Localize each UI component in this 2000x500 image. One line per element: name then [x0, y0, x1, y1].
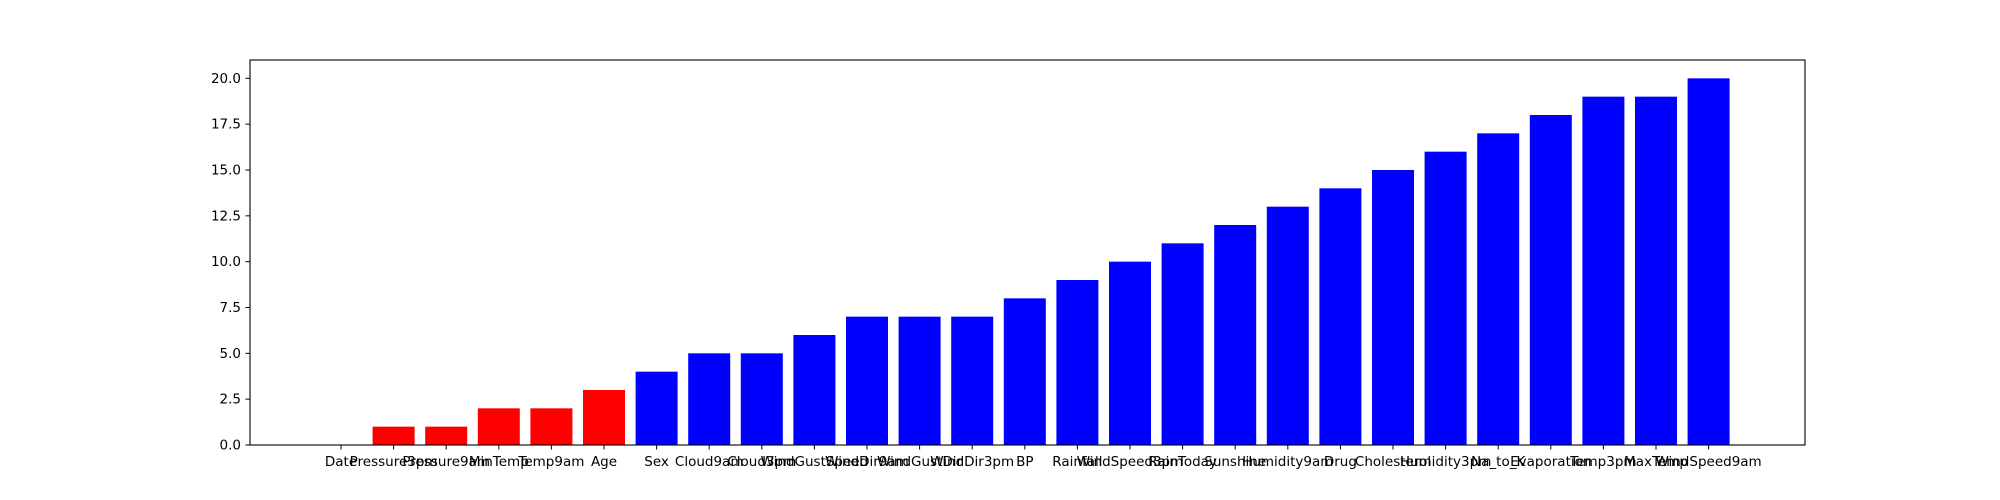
- y-axis: 0.0 2.5 5.0 7.5 10.0 12.5 15.0 17.5 20.0: [211, 71, 250, 454]
- x-tick-label: WindDir3pm: [930, 454, 1014, 470]
- x-tick-label: WindSpeed9am: [1655, 454, 1761, 470]
- y-tick-label: 20.0: [211, 71, 241, 87]
- x-tick-label: Pressure9am: [402, 454, 490, 470]
- bar-humidity3pm: [1424, 151, 1467, 445]
- x-tick-label: Date: [325, 454, 357, 470]
- y-tick-label: 12.5: [211, 208, 241, 224]
- y-tick-label: 17.5: [211, 117, 241, 133]
- x-axis: DatePressure3pmPressure9amMinTempTemp9am…: [325, 445, 1762, 470]
- bar-windspeed9am: [1687, 78, 1730, 445]
- bar-bp: [1003, 298, 1046, 445]
- x-tick-label: Sunshine: [1204, 454, 1266, 470]
- bar-windgustspeed: [793, 335, 836, 445]
- bar-evaporation: [1529, 115, 1572, 445]
- bar-cholesterol: [1372, 170, 1414, 445]
- x-tick-label: MaxTemp: [1624, 454, 1688, 470]
- bar-windgustdir: [898, 316, 941, 445]
- y-tick-label: 15.0: [211, 163, 241, 179]
- y-tick-label: 5.0: [220, 346, 241, 362]
- x-tick-label: Temp9am: [517, 454, 584, 470]
- x-tick-label: Drug: [1324, 454, 1357, 470]
- bar-raintoday: [1161, 243, 1204, 445]
- x-tick-label: Humidity9am: [1242, 454, 1333, 470]
- x-tick-label: Cloud3pm: [727, 454, 796, 470]
- bar-drug: [1319, 188, 1362, 446]
- x-tick-label: MinTemp: [469, 454, 529, 470]
- x-tick-label: WindSpeed3pm: [1077, 454, 1184, 470]
- x-tick-label: BP: [1016, 454, 1033, 470]
- bars-layer: [372, 78, 1730, 446]
- x-tick-label: Pressure3pm: [350, 454, 438, 470]
- x-tick-label: Rainfall: [1052, 454, 1102, 470]
- bar-cloud3pm: [740, 353, 783, 445]
- y-tick-label: 0.0: [220, 438, 241, 454]
- bar-sex: [635, 371, 678, 445]
- plot-frame: [249, 59, 1806, 446]
- bar-na-to-k: [1477, 133, 1520, 446]
- bar-cloud9am: [688, 353, 731, 445]
- bar-temp3pm: [1582, 96, 1625, 446]
- x-tick-label: Age: [591, 454, 617, 470]
- x-tick-label: WindDir9am: [825, 454, 909, 470]
- y-tick-label: 10.0: [211, 254, 241, 270]
- x-tick-label: WindGustDir: [877, 454, 962, 470]
- bar-pressure9am: [425, 426, 468, 445]
- x-tick-label: Evaporation: [1510, 454, 1591, 470]
- bar-windspeed3pm: [1109, 261, 1151, 445]
- x-tick-label: WindGustSpeed: [761, 454, 869, 470]
- x-tick-label: Temp3pm: [1569, 454, 1636, 470]
- bar-maxtemp: [1635, 96, 1677, 446]
- bar-rainfall: [1056, 280, 1099, 445]
- y-tick-label: 2.5: [220, 392, 241, 408]
- bar-mintemp: [477, 408, 520, 445]
- y-tick-label: 7.5: [220, 300, 241, 316]
- x-tick-label: Cloud9am: [675, 454, 744, 470]
- x-tick-label: Humidity3pm: [1400, 454, 1492, 470]
- x-tick-label: Cholesterol: [1355, 454, 1431, 470]
- x-tick-label: RainToday: [1148, 454, 1217, 470]
- bar-sunshine: [1214, 225, 1257, 445]
- bar-temp9am: [530, 408, 573, 445]
- x-tick-label: Sex: [644, 454, 669, 470]
- bar-humidity9am: [1266, 206, 1309, 445]
- bar-winddir3pm: [951, 316, 994, 445]
- bar-age: [583, 390, 625, 445]
- bar-winddir9am: [846, 316, 888, 445]
- bar-pressure3pm: [372, 426, 415, 445]
- x-tick-label: Na_to_K: [1471, 454, 1526, 470]
